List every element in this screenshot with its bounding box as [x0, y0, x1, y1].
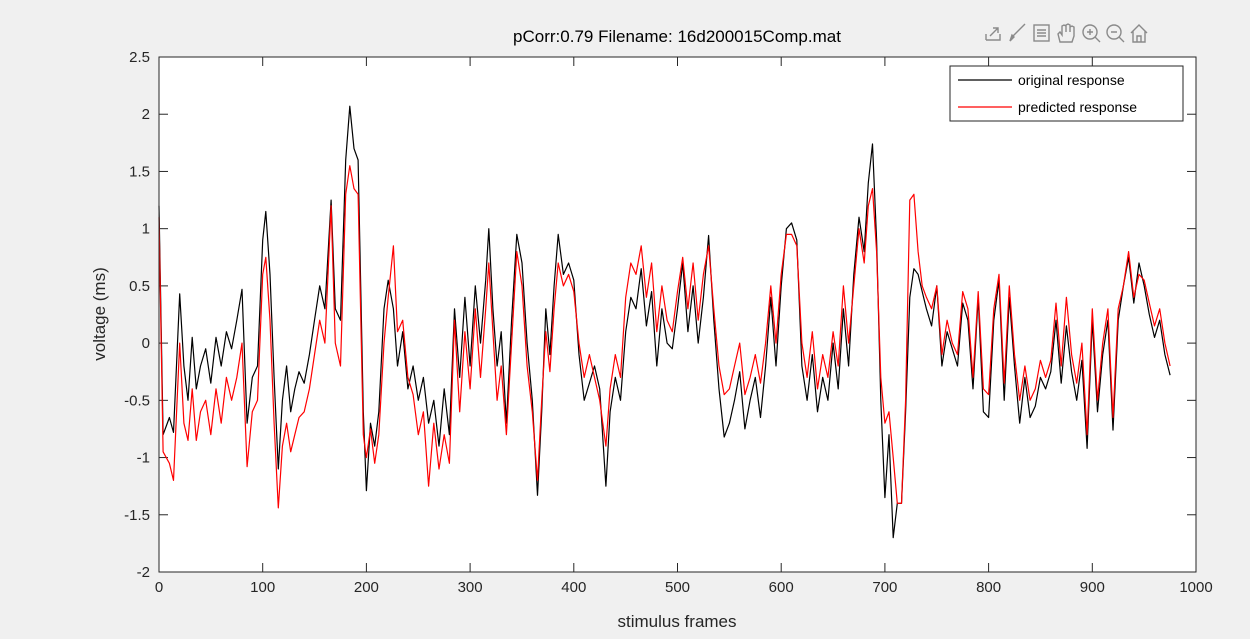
x-tick-label: 600: [769, 579, 794, 596]
legend[interactable]: original response predicted response: [949, 65, 1184, 122]
pan-icon[interactable]: [1055, 22, 1077, 44]
x-tick-label: 900: [1080, 579, 1105, 596]
axes-toolbar: [983, 22, 1150, 44]
zoom-in-icon[interactable]: [1080, 22, 1102, 44]
legend-box: [949, 65, 1184, 122]
series-line-predicted-response: [158, 165, 1171, 509]
y-tick-label: -1: [137, 450, 150, 467]
x-tick-label: 1000: [1179, 579, 1212, 596]
x-tick-label: 700: [872, 579, 897, 596]
x-tick-label: 300: [458, 579, 483, 596]
legend-icon[interactable]: [1031, 22, 1053, 44]
ticks: 0 100 200 300 400 500 600 700 800 900 1000 -2 -1.5 -1…: [124, 49, 1213, 596]
y-axis-label: voltage (ms): [90, 267, 109, 361]
y-tick-label: 1.5: [129, 163, 150, 180]
y-tick-label: -2: [137, 564, 150, 581]
x-axis-label: stimulus frames: [617, 612, 736, 631]
brush-icon[interactable]: [1007, 22, 1029, 44]
chart-title: pCorr:0.79 Filename: 16d200015Comp.mat: [513, 27, 841, 46]
axes-background: [159, 57, 1196, 572]
zoom-out-icon[interactable]: [1104, 22, 1126, 44]
y-tick-label: -1.5: [124, 507, 150, 524]
x-tick-label: 200: [354, 579, 379, 596]
series-lines: [158, 105, 1171, 539]
x-tick-label: 500: [665, 579, 690, 596]
y-tick-label: -0.5: [124, 392, 150, 409]
axes-box: [158, 56, 1197, 573]
x-tick-label: 0: [155, 579, 163, 596]
y-tick-label: 0.5: [129, 278, 150, 295]
x-tick-label: 100: [250, 579, 275, 596]
y-tick-label: 2: [142, 106, 150, 123]
export-icon[interactable]: [983, 22, 1005, 44]
legend-label-predicted: predicted response: [1018, 99, 1137, 115]
x-tick-label: 800: [976, 579, 1001, 596]
series-line-original-response: [158, 105, 1171, 539]
x-tick-label: 400: [561, 579, 586, 596]
y-tick-label: 2.5: [129, 49, 150, 66]
home-icon[interactable]: [1128, 22, 1150, 44]
y-tick-label: 1: [142, 221, 150, 238]
legend-label-original: original response: [1018, 72, 1125, 88]
y-tick-label: 0: [142, 335, 150, 352]
